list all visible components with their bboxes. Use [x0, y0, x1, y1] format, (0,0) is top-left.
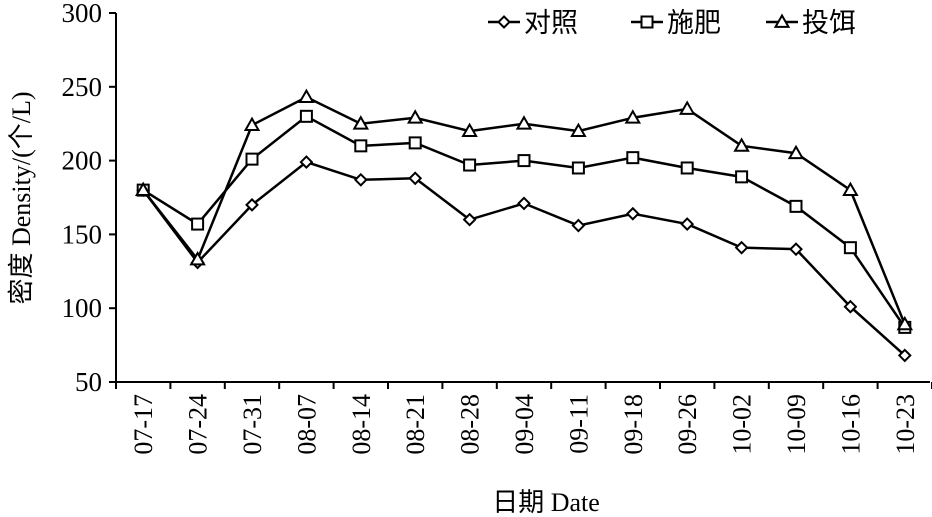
legend-marker [497, 15, 511, 29]
data-point [843, 299, 858, 314]
legend-marker [773, 13, 791, 28]
data-point [571, 218, 586, 233]
data-point [245, 197, 259, 212]
x-tick-label: 08-14 [347, 394, 376, 455]
y-tick-label: 300 [62, 0, 103, 28]
data-point [896, 315, 914, 331]
x-tick-label: 08-21 [401, 394, 430, 455]
series-line [142, 114, 906, 329]
data-point [626, 151, 640, 165]
data-point [406, 109, 424, 124]
data-point [515, 115, 533, 130]
data-point [353, 172, 368, 187]
data-point [624, 109, 642, 124]
data-point [517, 154, 531, 168]
data-point [571, 161, 585, 175]
axes [115, 13, 930, 383]
y-tick-label: 250 [62, 72, 103, 102]
data-point [733, 137, 750, 152]
x-tick-label: 10-02 [728, 394, 757, 455]
series-3 [134, 88, 914, 331]
legend-item-3: 投饵 [766, 8, 856, 38]
legend-item-2: 施肥 [631, 8, 721, 38]
x-tick-label: 07-24 [184, 394, 213, 455]
x-tick-label: 08-28 [456, 394, 485, 455]
data-point [299, 155, 314, 169]
x-tick-label: 10-09 [782, 394, 811, 455]
x-tick-label: 09-04 [510, 394, 539, 455]
data-point [680, 217, 695, 231]
data-point [789, 242, 803, 257]
data-point [191, 217, 205, 231]
data-point [842, 181, 859, 196]
data-point [462, 212, 477, 227]
series-1 [136, 155, 912, 363]
data-point [463, 158, 477, 172]
data-point [245, 152, 259, 166]
data-point [570, 122, 587, 137]
data-point [408, 171, 423, 186]
data-point [789, 199, 803, 213]
data-point [352, 115, 370, 130]
data-point [897, 348, 912, 363]
x-tick-label: 07-31 [238, 394, 267, 455]
x-axis-ticks: 07-17 07-24 07-31 08-07 08-14 08-21 08-28 09-04… [115, 382, 932, 455]
x-tick-label: 09-26 [673, 394, 702, 455]
x-tick-label: 10-16 [836, 394, 865, 455]
data-point [680, 161, 694, 175]
y-axis-ticks: 50 100 150 200 250 300 [62, 0, 116, 397]
data-point [461, 122, 478, 137]
x-axis-label: 日期 Date [492, 488, 600, 517]
data-point [243, 116, 261, 132]
data-point [678, 100, 696, 115]
series-2 [136, 109, 912, 334]
series-layer [134, 88, 914, 363]
data-point [735, 170, 749, 184]
data-point [298, 88, 315, 104]
legend-label: 对照 [524, 8, 578, 38]
y-tick-label: 200 [62, 146, 103, 176]
data-point [517, 196, 531, 211]
legend: 对照 施肥 投饵 [488, 8, 856, 38]
data-point [843, 241, 857, 255]
legend-label: 施肥 [667, 8, 721, 38]
legend-marker [640, 15, 654, 29]
y-axis-label: 密度 Density/(个/L) [7, 91, 36, 304]
x-tick-label: 09-11 [564, 394, 593, 454]
data-point [787, 144, 805, 160]
series-line [142, 160, 906, 357]
x-tick-label: 08-07 [292, 394, 321, 455]
data-point [189, 250, 206, 266]
data-point [734, 240, 749, 255]
data-point [134, 181, 152, 196]
y-tick-label: 100 [62, 293, 103, 323]
data-point [408, 136, 422, 150]
data-point [354, 139, 368, 153]
y-tick-label: 150 [62, 219, 103, 249]
y-tick-label: 50 [75, 367, 102, 397]
x-tick-label: 10-23 [891, 394, 920, 455]
legend-label: 投饵 [802, 8, 856, 38]
data-point [625, 206, 640, 221]
x-tick-label: 09-18 [619, 394, 648, 455]
data-point [299, 109, 313, 123]
x-tick-label: 07-17 [129, 394, 158, 455]
legend-item-1: 对照 [488, 8, 578, 38]
